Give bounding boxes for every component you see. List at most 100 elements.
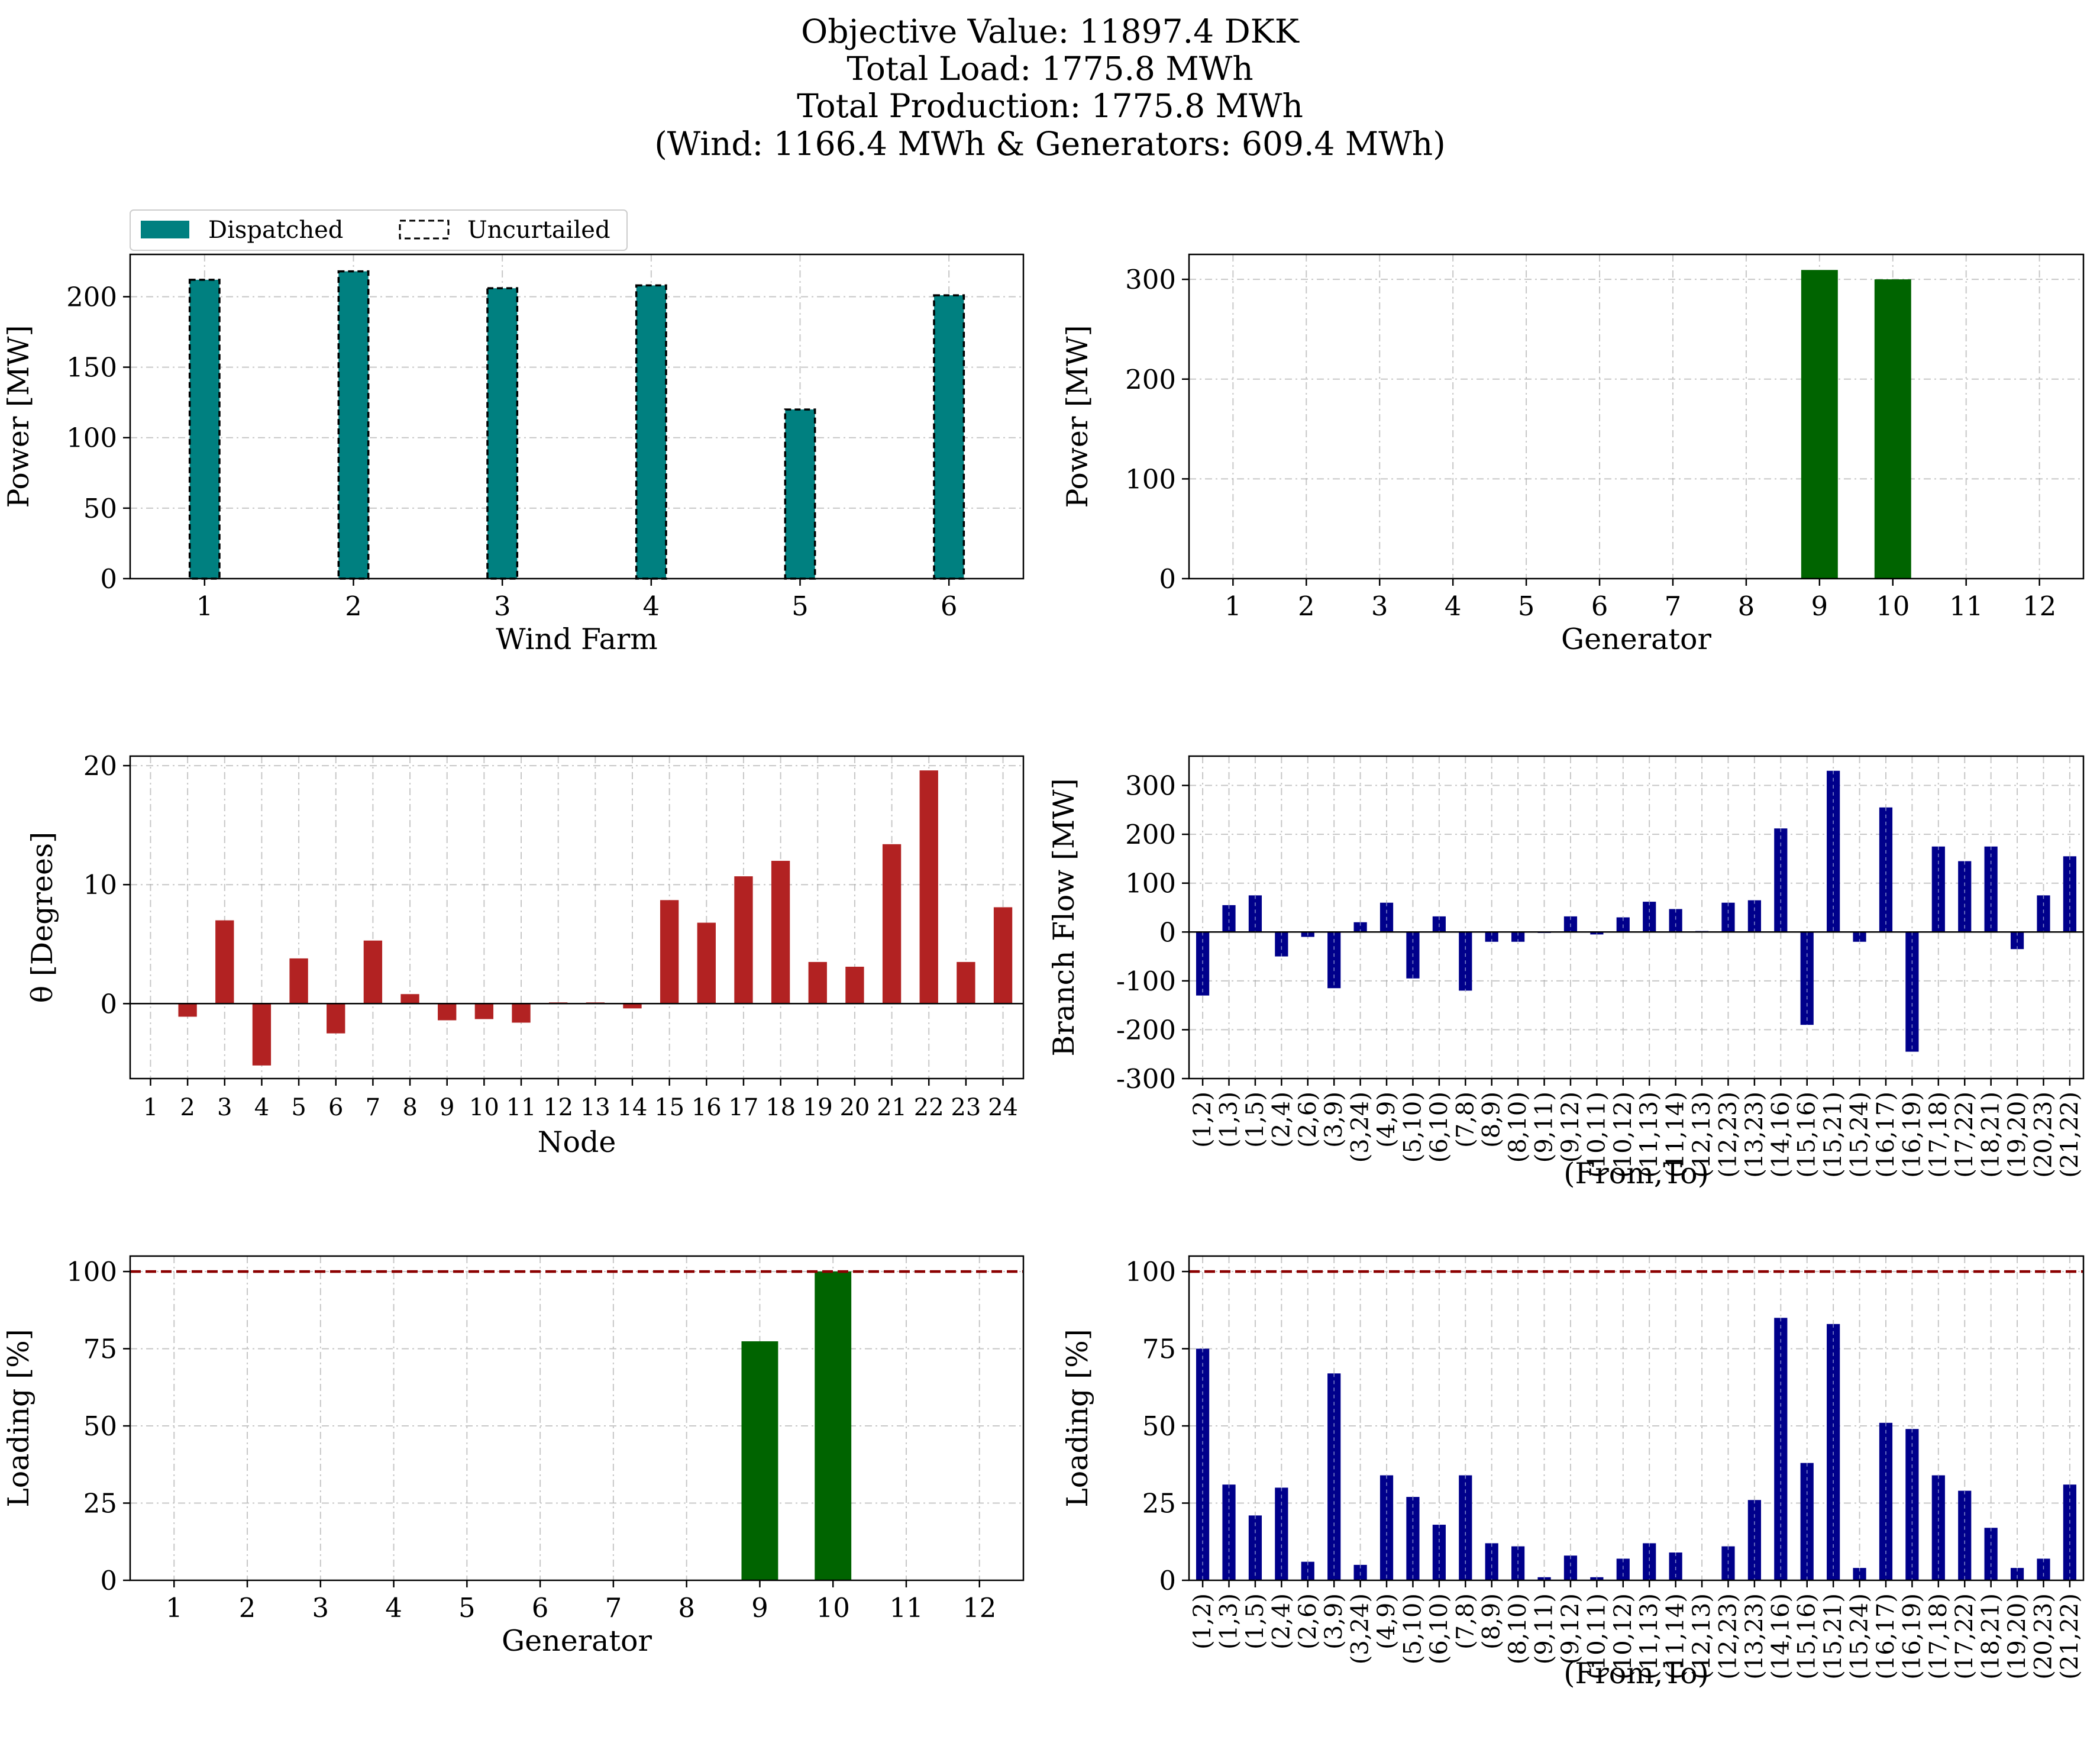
x-tick-label: 19 [803,1094,833,1121]
x-tick-label: (16,19) [1898,1593,1925,1680]
x-tick-label: 4 [254,1094,269,1121]
uncurtailed-bar-4 [635,284,667,580]
x-tick-label: (3,9) [1320,1593,1348,1650]
x-tick-label: (9,11) [1531,1593,1558,1664]
x-tick-label: (1,2) [1189,1593,1216,1650]
x-tick-label: 10 [816,1592,850,1623]
bar-9 [1801,270,1838,579]
y-tick-label: 0 [100,988,117,1019]
x-tick-label: (2,4) [1268,1593,1295,1650]
x-tick-label: 6 [532,1592,549,1623]
y-tick-label: 0 [100,563,117,595]
bar-14 [623,1003,642,1009]
y-tick-label: 0 [1159,916,1176,948]
x-tick-label: (20,23) [2030,1593,2057,1680]
x-tick-label: (9,12) [1557,1593,1584,1664]
x-tick-label: (11,13) [1636,1593,1663,1680]
legend-label-dispatched: Dispatched [208,217,343,244]
x-axis-label: Wind Farm [496,622,657,656]
x-tick-label: (11,13) [1636,1092,1663,1178]
x-axis-label: Generator [1561,622,1712,656]
x-tick-label: (15,21) [1820,1593,1847,1680]
bar-19 [808,961,827,1004]
x-tick-label: (18,21) [1978,1593,2005,1680]
x-tick-label: (1,3) [1216,1593,1243,1650]
x-tick-label: 2 [239,1592,256,1623]
x-tick-label: 11 [506,1094,537,1121]
bar-16 [697,922,716,1004]
x-tick-label: 9 [440,1094,454,1121]
bar-(20,23) [2037,1558,2050,1580]
x-tick-label: (2,4) [1268,1092,1295,1148]
bar-(10,12) [1616,1558,1630,1580]
x-tick-label: (15,24) [1846,1092,1873,1178]
y-tick-label: 200 [1125,819,1176,850]
x-tick-label: (13,23) [1741,1593,1768,1680]
x-tick-label: (15,21) [1820,1092,1847,1178]
x-tick-label: (1,2) [1189,1092,1216,1148]
x-tick-label: (2,6) [1294,1593,1322,1650]
x-axis-label: Generator [502,1624,652,1658]
bar-(1,5) [1248,895,1262,932]
x-tick-label: 18 [765,1094,796,1121]
x-tick-label: (7,8) [1452,1092,1479,1148]
bar-(18,21) [1984,1528,1998,1580]
x-tick-label: (15,24) [1846,1593,1873,1680]
uncurtailed-bar-6 [933,294,965,580]
x-tick-label: 2 [1298,590,1315,622]
bar-(1,3) [1222,1484,1236,1580]
figure-title: Objective Value: 11897.4 DKK Total Load:… [654,12,1445,163]
y-tick-label: 10 [83,869,117,900]
x-tick-label: 6 [328,1094,343,1121]
x-tick-label: (4,9) [1373,1593,1400,1650]
x-tick-label: (8,9) [1478,1593,1505,1650]
legend-label-uncurtailed: Uncurtailed [467,217,610,244]
x-tick-label: 4 [1445,590,1462,622]
y-tick-label: 150 [66,352,117,383]
x-tick-label: 21 [877,1094,907,1121]
title-line-4: (Wind: 1166.4 MWh & Generators: 609.4 MW… [654,125,1445,163]
x-tick-label: 12 [2023,590,2056,622]
bar-(11,14) [1669,1552,1682,1580]
bar-2 [338,271,369,579]
bar-24 [993,907,1013,1004]
bar-11 [512,1003,531,1023]
bar-(3,24) [1353,922,1367,932]
bar-10 [815,1271,852,1580]
x-tick-label: 5 [1518,590,1535,622]
x-tick-label: 2 [345,590,362,622]
x-tick-label: (14,16) [1767,1092,1794,1178]
y-axis-label: Power [MW] [2,325,35,508]
y-tick-label: 0 [1159,1565,1176,1596]
x-tick-label: 11 [1949,590,1983,622]
x-tick-label: (15,16) [1794,1593,1821,1680]
bar-10 [474,1003,494,1019]
x-tick-label: 10 [469,1094,499,1121]
x-tick-label: 11 [889,1592,923,1623]
x-tick-label: (17,18) [1925,1593,1952,1680]
y-tick-label: -100 [1116,966,1176,997]
bar-(19,20) [2010,1568,2024,1580]
x-tick-label: 5 [791,590,809,622]
x-tick-label: 7 [366,1094,380,1121]
plot-frame [129,1255,1025,1581]
bar-20 [845,966,864,1004]
x-tick-label: (15,16) [1794,1092,1821,1178]
y-tick-label: 50 [1142,1410,1176,1442]
x-tick-label: 22 [914,1094,944,1121]
x-tick-label: 23 [951,1094,981,1121]
y-tick-label: 50 [83,493,117,524]
y-tick-label: 75 [83,1334,117,1365]
bar-10 [1874,279,1911,579]
bar-(8,9) [1485,1543,1498,1580]
x-tick-label: (4,9) [1373,1092,1400,1148]
x-tick-label: 5 [458,1592,476,1623]
bar-(11,13) [1643,1543,1656,1580]
x-tick-label: (10,12) [1610,1593,1637,1680]
legend: Dispatched Uncurtailed [130,209,628,251]
y-tick-label: 100 [66,1256,117,1287]
bar-6 [934,295,964,579]
bar-17 [734,876,753,1004]
